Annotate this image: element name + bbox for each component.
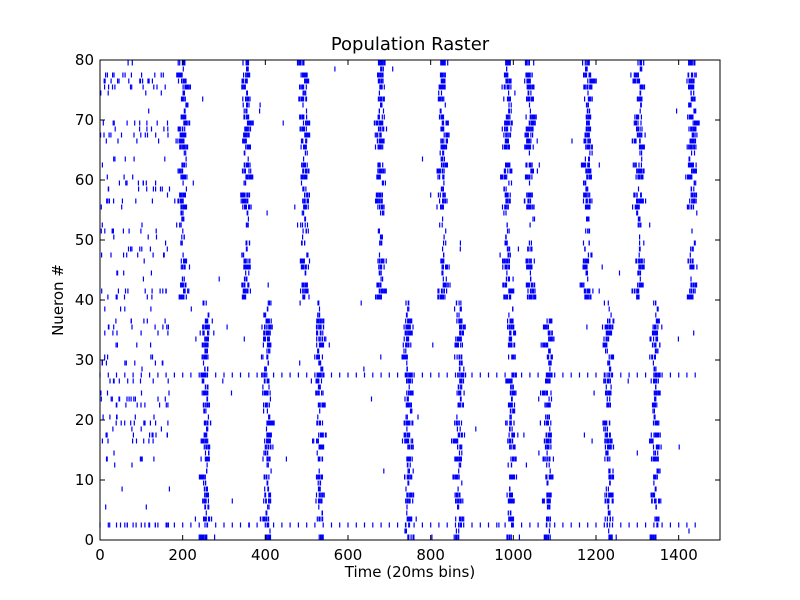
x-axis-label: Time (20ms bins) (344, 563, 476, 581)
chart-title: Population Raster (330, 34, 490, 55)
spike-layer (99, 60, 700, 540)
